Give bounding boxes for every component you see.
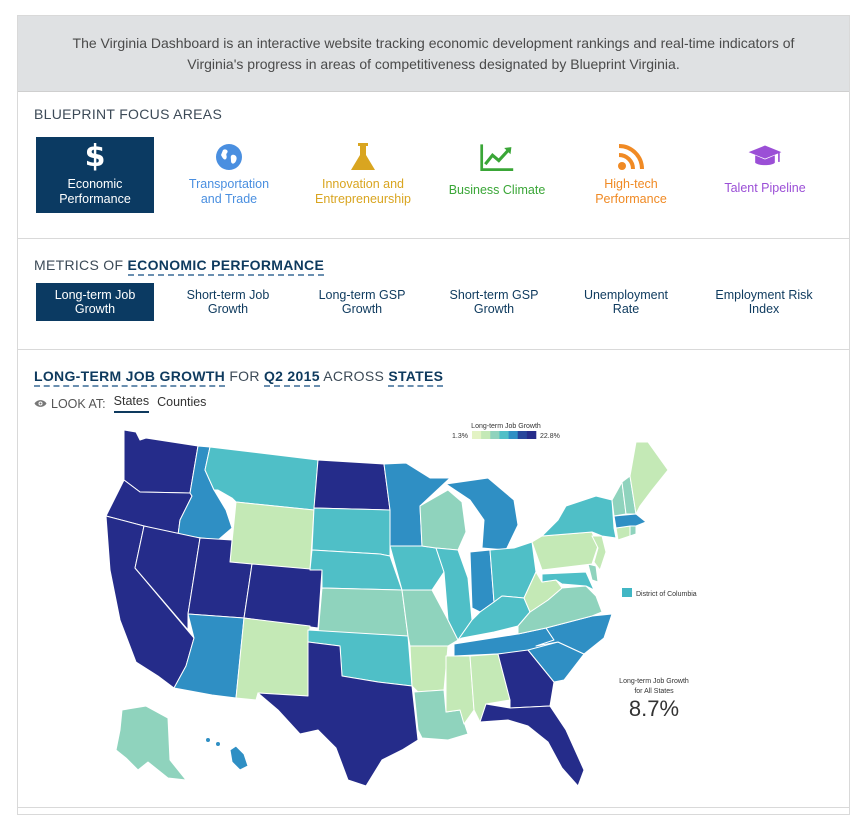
state-wyoming[interactable] (229, 501, 315, 571)
map-title: LONG-TERM JOB GROWTH FOR Q2 2015 ACROSS … (34, 368, 444, 387)
map-title-metric[interactable]: LONG-TERM JOB GROWTH (34, 368, 226, 387)
metric-employment-risk-index[interactable]: Employment Risk Index (715, 288, 813, 316)
metric-unemployment-rate[interactable]: Unemployment Rate (583, 288, 669, 316)
state-maine[interactable] (629, 441, 669, 515)
summary-value: 8.7% (629, 696, 679, 721)
state-montana[interactable] (204, 446, 319, 511)
metrics-title-prefix: METRICS OF (34, 257, 124, 273)
legend-swatch (499, 431, 509, 439)
dashboard-frame: The Virginia Dashboard is an interactive… (17, 15, 850, 815)
focus-high-tech-performance[interactable]: High-tech Performance (572, 137, 690, 213)
intro-text: The Virginia Dashboard is an interactive… (72, 34, 795, 72)
chart-up-icon (479, 139, 515, 175)
summary-label-line1: Long-term Job Growth (619, 678, 689, 685)
state-new-york[interactable] (541, 495, 617, 539)
state-louisiana[interactable] (413, 689, 469, 741)
state-missouri[interactable] (401, 589, 459, 647)
state-south-dakota[interactable] (311, 507, 391, 557)
metrics-row: Long-term Job Growth Short-term Job Grow… (34, 283, 834, 321)
metrics-title-area[interactable]: ECONOMIC PERFORMANCE (127, 257, 325, 276)
focus-innovation-entrepreneurship[interactable]: Innovation and Entrepreneurship (304, 137, 422, 213)
look-at-label: LOOK AT: (51, 396, 106, 411)
state-massachusetts[interactable] (613, 513, 647, 529)
focus-label: Talent Pipeline (724, 181, 806, 195)
legend-title: Long-term Job Growth (471, 423, 541, 430)
state-hawaii[interactable] (229, 745, 249, 771)
eye-icon (34, 397, 47, 411)
focus-label: Business Climate (448, 183, 546, 197)
flask-icon (345, 139, 381, 175)
state-new-mexico[interactable] (235, 617, 311, 701)
state-alaska[interactable] (115, 705, 187, 781)
state-rhode-island[interactable] (629, 525, 637, 537)
metric-long-term-gsp-growth[interactable]: Long-term GSP Growth (318, 288, 406, 316)
map-section: LONG-TERM JOB GROWTH FOR Q2 2015 ACROSS … (18, 350, 849, 808)
metric-short-term-gsp-growth[interactable]: Short-term GSP Growth (449, 288, 539, 316)
state-north-carolina[interactable] (535, 613, 613, 655)
focus-talent-pipeline[interactable]: Talent Pipeline (706, 137, 824, 213)
look-at-counties[interactable]: Counties (157, 395, 207, 409)
summary-label-line2: for All States (634, 688, 674, 695)
state-wisconsin[interactable] (419, 489, 467, 551)
graduation-cap-icon (747, 139, 783, 175)
legend-color-ramp (472, 431, 537, 439)
focus-business-climate[interactable]: Business Climate (438, 137, 556, 213)
state-arkansas[interactable] (409, 645, 449, 693)
look-at-toggle: LOOK AT: States Counties (34, 394, 206, 413)
metrics-title: METRICS OF ECONOMIC PERFORMANCE (34, 257, 325, 276)
map-title-period[interactable]: Q2 2015 (263, 368, 320, 387)
legend-swatch (481, 431, 491, 439)
rss-icon (613, 139, 649, 175)
map-legend: Long-term Job Growth 1.3% 22.8% (452, 423, 560, 440)
legend-max: 22.8% (540, 433, 560, 440)
map-title-across: ACROSS (323, 368, 385, 384)
focus-areas-row: $ Economic Performance Transportation an… (34, 137, 834, 213)
dc-legend: District of Columbia (622, 588, 697, 598)
state-delaware[interactable] (587, 563, 599, 583)
summary-block: Long-term Job Growth for All States 8.7% (619, 678, 689, 721)
focus-areas-title: BLUEPRINT FOCUS AREAS (34, 106, 223, 122)
focus-label: Transportation and Trade (188, 177, 270, 206)
legend-swatch (526, 431, 537, 439)
legend-min: 1.3% (452, 433, 468, 440)
state-maryland[interactable] (541, 571, 595, 591)
state-washington[interactable] (123, 429, 199, 494)
state-nevada[interactable] (134, 525, 201, 631)
focus-label: Innovation and Entrepreneurship (315, 177, 411, 206)
legend-swatch (472, 431, 482, 439)
legend-swatch (490, 431, 500, 439)
state-florida[interactable] (479, 703, 585, 787)
state-north-dakota[interactable] (313, 459, 391, 511)
metric-short-term-job-growth[interactable]: Short-term Job Growth (186, 288, 270, 316)
states-layer (105, 429, 669, 787)
focus-economic-performance[interactable]: $ Economic Performance (36, 137, 154, 213)
focus-transportation-trade[interactable]: Transportation and Trade (170, 137, 288, 213)
legend-swatch (517, 431, 528, 439)
state-hawaii-island-2[interactable] (215, 741, 221, 747)
look-at-states[interactable]: States (113, 394, 150, 413)
dollar-icon: $ (84, 139, 106, 174)
focus-label: High-tech Performance (595, 177, 667, 206)
intro-banner: The Virginia Dashboard is an interactive… (18, 16, 849, 92)
state-colorado[interactable] (243, 563, 323, 629)
globe-icon (211, 139, 247, 175)
focus-label: Economic Performance (59, 177, 131, 206)
us-choropleth-map: Long-term Job Growth 1.3% 22.8% (105, 423, 697, 787)
dc-swatch[interactable] (622, 588, 632, 597)
state-hawaii-island-1[interactable] (205, 737, 211, 743)
legend-swatch (508, 431, 519, 439)
map-title-for: FOR (229, 368, 260, 384)
dc-label: District of Columbia (636, 591, 697, 598)
metrics-section: METRICS OF ECONOMIC PERFORMANCE Long-ter… (18, 239, 849, 350)
state-pennsylvania[interactable] (531, 531, 599, 571)
focus-areas-section: BLUEPRINT FOCUS AREAS $ Economic Perform… (18, 92, 849, 239)
map-title-geo[interactable]: STATES (388, 368, 444, 387)
metric-long-term-job-growth[interactable]: Long-term Job Growth (36, 283, 154, 321)
state-nebraska[interactable] (309, 549, 403, 591)
state-west-virginia[interactable] (523, 571, 563, 613)
state-texas[interactable] (257, 641, 419, 787)
state-kansas[interactable] (317, 587, 409, 637)
